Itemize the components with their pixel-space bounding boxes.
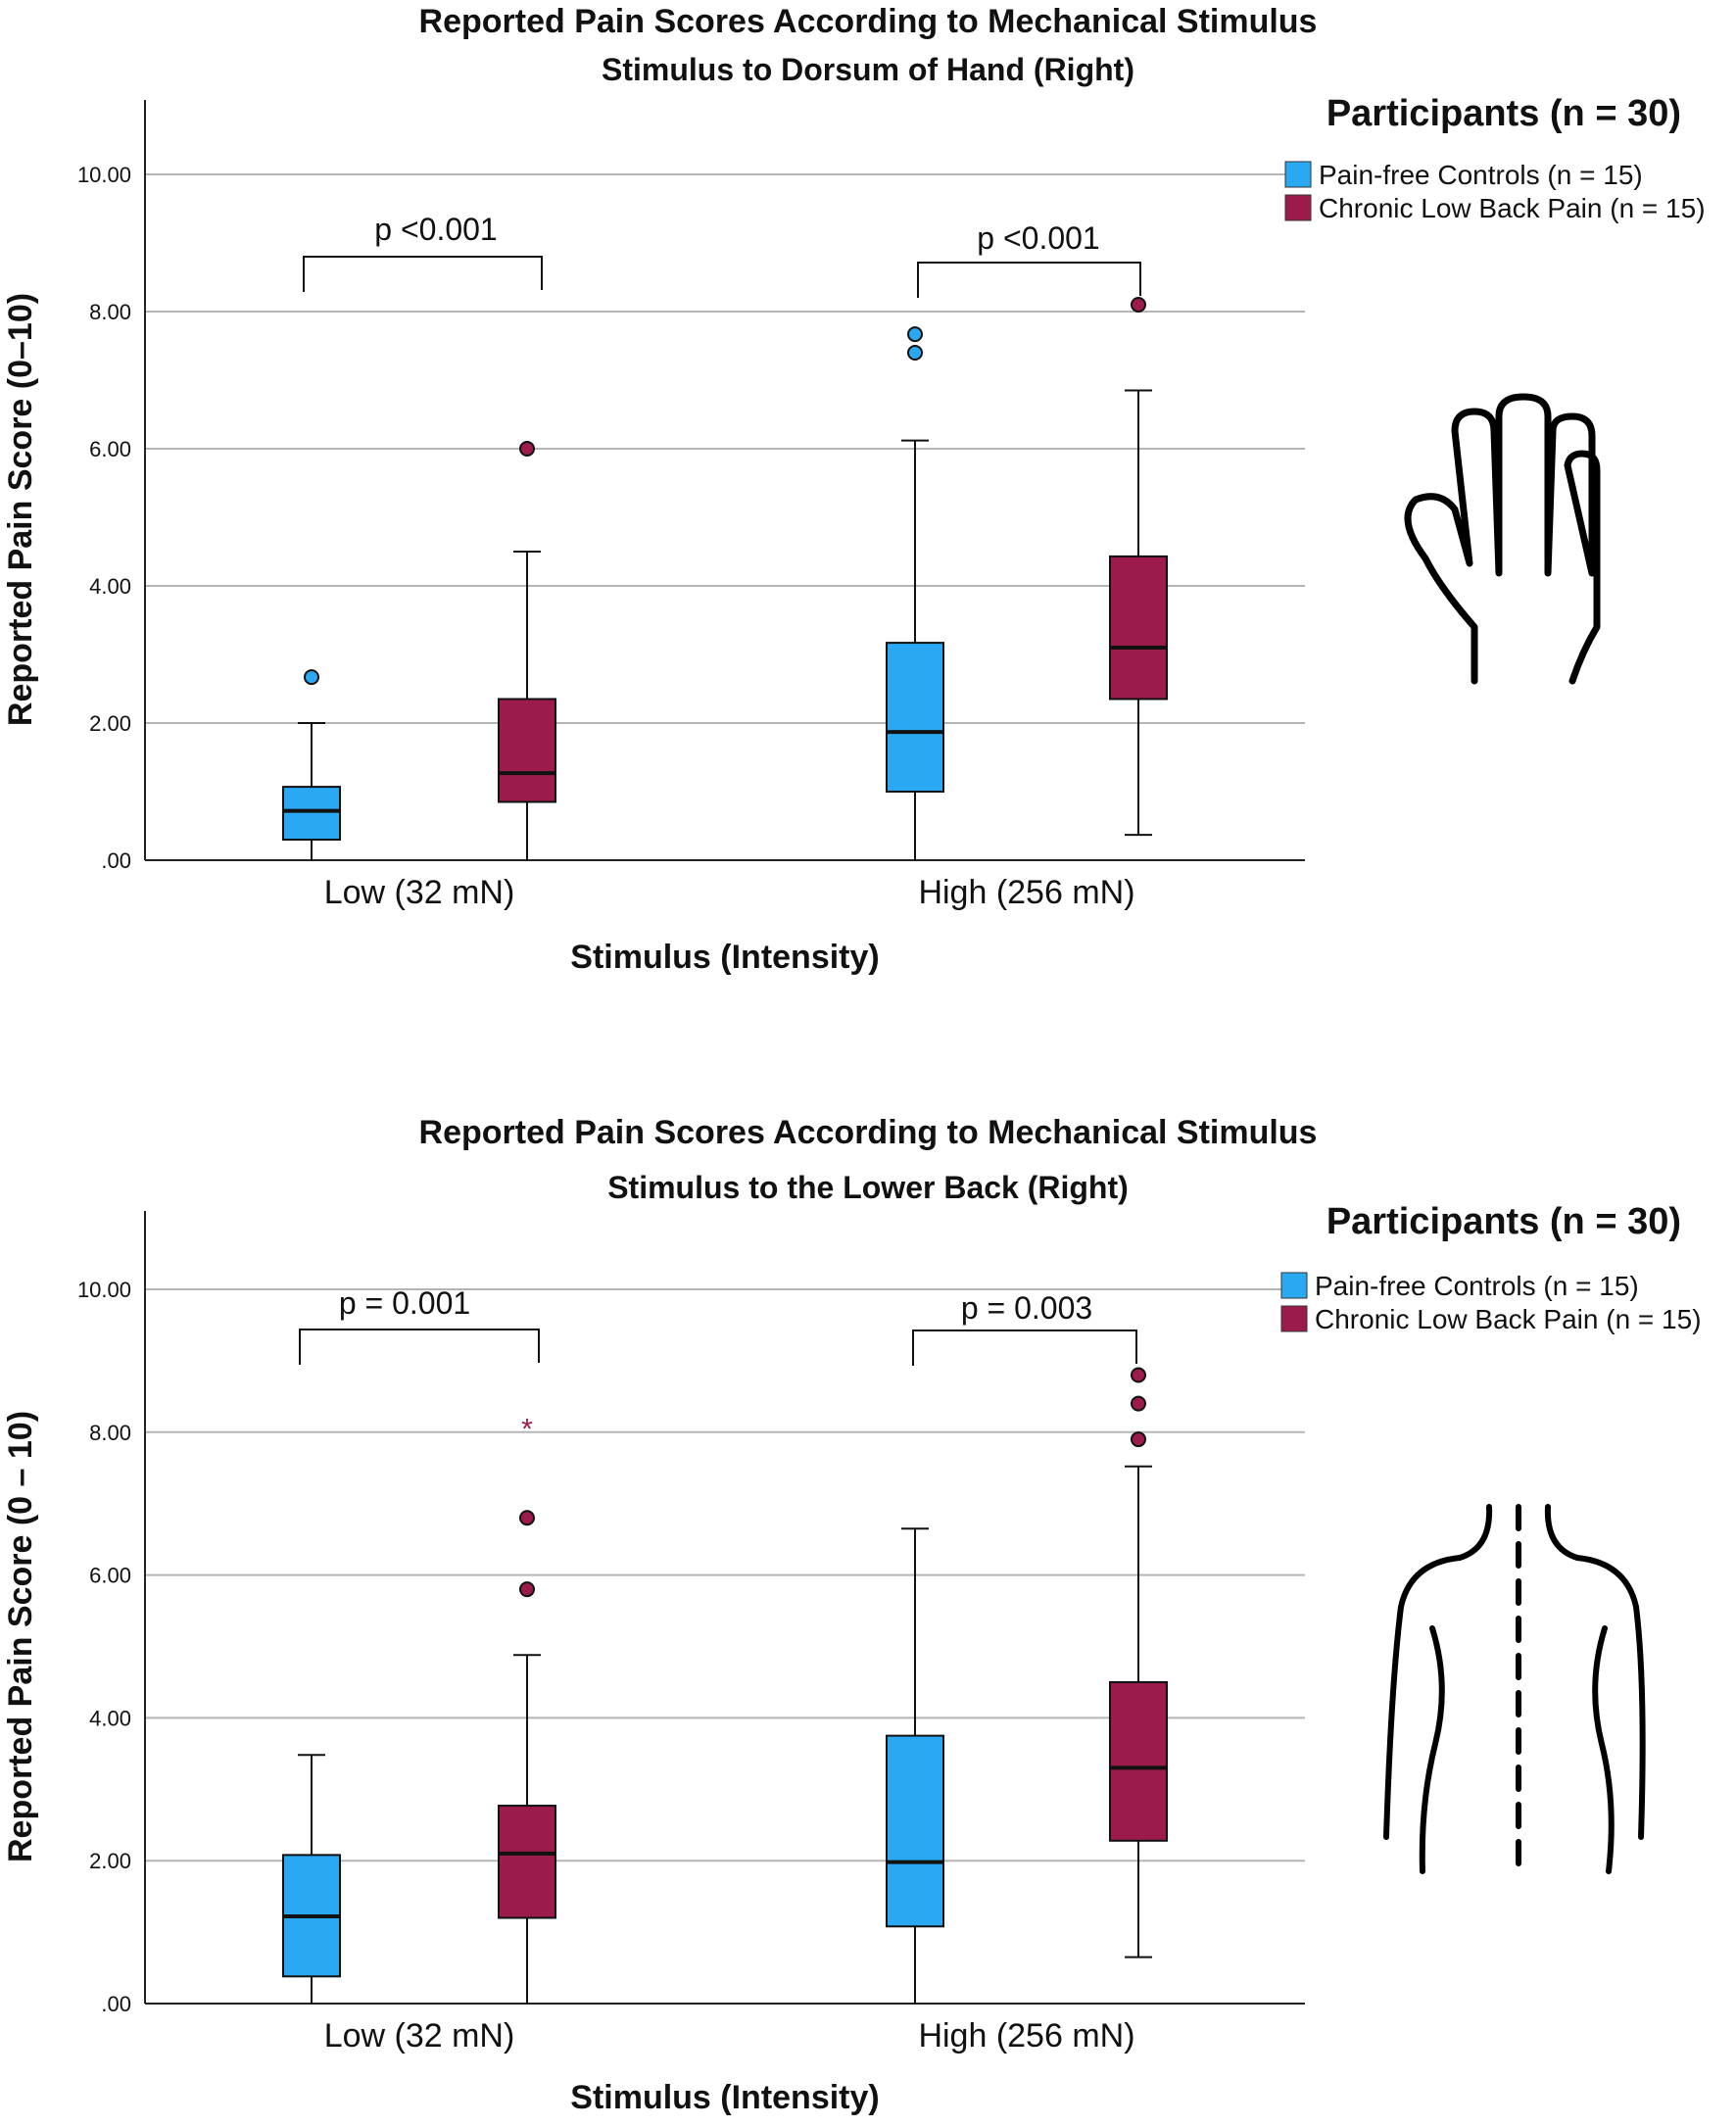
legend-label: Chronic Low Back Pain (n = 15) xyxy=(1315,1304,1702,1334)
y-tick-label: .00 xyxy=(101,848,131,873)
chart-subtitle: Stimulus to Dorsum of Hand (Right) xyxy=(602,52,1134,87)
bracket-line xyxy=(303,256,543,292)
y-tick-label: 6.00 xyxy=(89,437,131,461)
hand-outline xyxy=(1404,393,1601,685)
y-tick-label: 2.00 xyxy=(89,1849,131,1873)
box-clbp-low xyxy=(498,441,556,860)
box-iqr xyxy=(1109,1680,1168,1842)
y-tick-label: 8.00 xyxy=(89,300,131,324)
box-clbp-high xyxy=(1109,297,1168,837)
x-category-label: Low (32 mN) xyxy=(324,2017,515,2054)
extreme-outlier-marker: * xyxy=(521,1414,533,1446)
p-value-label: p = 0.003 xyxy=(961,1290,1092,1326)
box-iqr xyxy=(886,1734,944,1928)
legend: Participants (n = 30) Pain-free Controls … xyxy=(1284,93,1706,223)
legend-label: Pain-free Controls (n = 15) xyxy=(1319,160,1643,190)
y-tick-label: 10.00 xyxy=(77,1278,131,1302)
chart-panel-1: Reported Pain Scores According to Mechan… xyxy=(2,3,1706,976)
box-controls-high xyxy=(886,1527,944,2004)
significance-bracket: p <0.001 xyxy=(303,212,543,292)
bracket-line xyxy=(299,1329,540,1365)
box-controls-high xyxy=(886,326,944,860)
outlier-marker xyxy=(1131,1367,1146,1383)
y-tick-label: 4.00 xyxy=(89,1706,131,1730)
box-iqr xyxy=(498,1805,556,1919)
p-value-label: p = 0.001 xyxy=(339,1285,470,1321)
box-controls-low xyxy=(282,669,341,860)
y-axis-title: Reported Pain Score (0 – 10) xyxy=(2,1411,39,1862)
y-tick-label: 8.00 xyxy=(89,1421,131,1445)
hand-icon xyxy=(1404,393,1601,685)
box-iqr xyxy=(498,698,556,803)
back-icon xyxy=(1383,1504,1646,1874)
box-iqr xyxy=(1109,555,1168,701)
box-iqr xyxy=(886,642,944,793)
legend-title: Participants (n = 30) xyxy=(1326,1201,1681,1242)
outlier-marker xyxy=(519,1581,535,1598)
bracket-line xyxy=(917,262,1141,298)
outlier-marker xyxy=(907,345,923,361)
outlier-marker xyxy=(1131,1431,1146,1448)
legend-swatch xyxy=(1284,161,1312,188)
outlier-marker xyxy=(1131,297,1146,313)
y-tick-label: 10.00 xyxy=(77,163,131,187)
legend-label: Chronic Low Back Pain (n = 15) xyxy=(1319,193,1706,223)
significance-bracket: p = 0.001 xyxy=(299,1285,540,1365)
box-clbp-low: * xyxy=(498,1414,556,2004)
box-controls-low xyxy=(282,1754,341,2004)
p-value-label: p <0.001 xyxy=(977,220,1099,256)
x-category-label: High (256 mN) xyxy=(918,2017,1134,2054)
chart-subtitle: Stimulus to the Lower Back (Right) xyxy=(607,1170,1129,1205)
outlier-marker xyxy=(1131,1395,1146,1412)
x-axis-title: Stimulus (Intensity) xyxy=(570,2079,879,2116)
chart-panel-2: Reported Pain Scores According to Mechan… xyxy=(2,1114,1702,2116)
y-tick-label: 6.00 xyxy=(89,1564,131,1588)
outlier-marker xyxy=(519,1510,535,1526)
outlier-marker xyxy=(304,669,319,686)
legend-swatch xyxy=(1284,194,1312,221)
legend-title: Participants (n = 30) xyxy=(1326,93,1681,134)
outlier-marker xyxy=(519,441,535,457)
legend-swatch xyxy=(1280,1272,1308,1299)
back-left-waist xyxy=(1419,1625,1445,1874)
y-tick-label: 2.00 xyxy=(89,711,131,736)
x-axis-title: Stimulus (Intensity) xyxy=(570,939,879,976)
box-clbp-high xyxy=(1109,1367,1168,1958)
back-right-outline xyxy=(1544,1504,1646,1840)
p-value-label: p <0.001 xyxy=(374,212,497,247)
significance-bracket: p <0.001 xyxy=(917,220,1141,298)
legend-swatch xyxy=(1280,1305,1308,1332)
y-tick-label: .00 xyxy=(101,1992,131,2016)
chart-title: Reported Pain Scores According to Mechan… xyxy=(419,3,1318,40)
bracket-line xyxy=(912,1329,1137,1366)
box-iqr xyxy=(282,786,341,841)
y-axis-title: Reported Pain Score (0–10) xyxy=(2,293,39,726)
chart-title: Reported Pain Scores According to Mechan… xyxy=(419,1114,1318,1151)
legend: Participants (n = 30) Pain-free Controls … xyxy=(1280,1201,1702,1334)
back-right-waist xyxy=(1592,1625,1615,1874)
x-category-label: High (256 mN) xyxy=(918,874,1134,911)
x-category-label: Low (32 mN) xyxy=(324,874,515,911)
back-left-outline xyxy=(1383,1504,1493,1840)
outlier-marker xyxy=(907,326,923,343)
y-tick-label: 4.00 xyxy=(89,574,131,599)
significance-bracket: p = 0.003 xyxy=(912,1290,1137,1366)
legend-label: Pain-free Controls (n = 15) xyxy=(1315,1271,1639,1301)
